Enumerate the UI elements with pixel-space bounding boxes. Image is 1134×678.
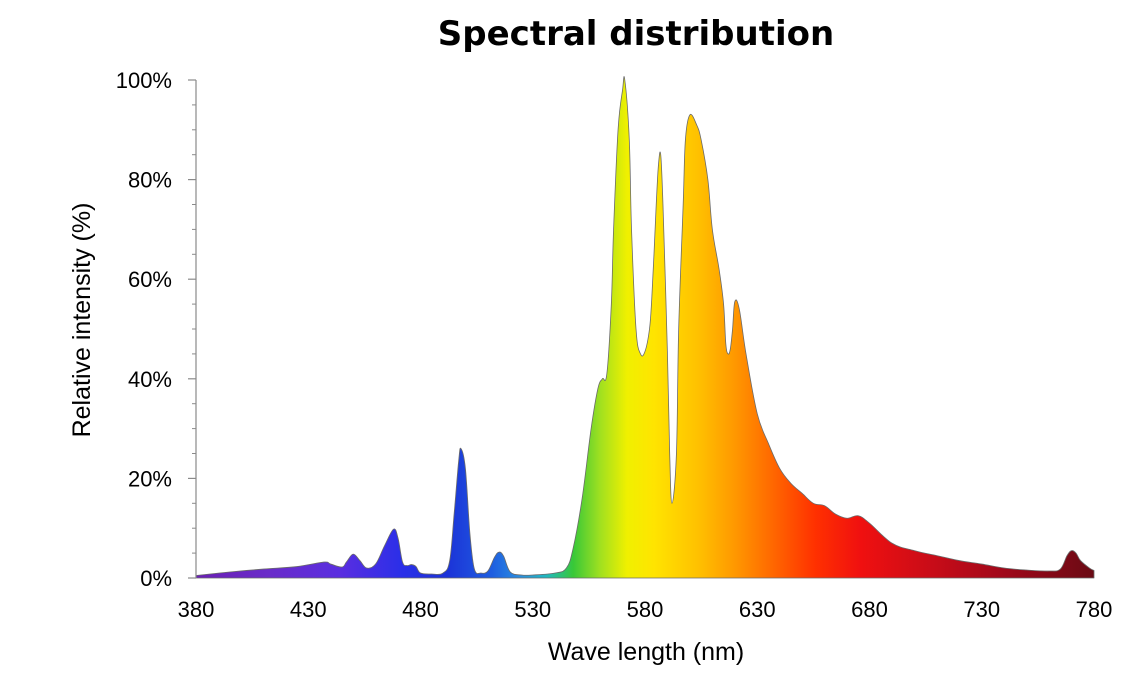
x-axis-ticks: 380 430 480 530 580 630 680 730 780 <box>178 597 1113 622</box>
y-tick-label: 60% <box>128 267 172 292</box>
spectrum-area <box>195 76 1095 579</box>
y-tick-label: 20% <box>128 466 172 491</box>
x-tick-label: 380 <box>178 597 215 622</box>
y-tick-label: 80% <box>128 168 172 193</box>
chart-title: Spectral distribution <box>438 14 834 54</box>
y-tick-label: 40% <box>128 367 172 392</box>
y-axis-ticks: 0% 20% 40% 60% 80% 100% <box>116 68 196 591</box>
x-tick-label: 780 <box>1076 597 1113 622</box>
x-tick-label: 730 <box>963 597 1000 622</box>
y-tick-label: 0% <box>140 566 172 591</box>
x-tick-label: 480 <box>402 597 439 622</box>
y-tick-label: 100% <box>116 68 172 93</box>
x-axis-label: Wave length (nm) <box>548 638 744 666</box>
x-tick-label: 630 <box>739 597 776 622</box>
x-tick-label: 430 <box>290 597 327 622</box>
x-tick-label: 530 <box>514 597 551 622</box>
x-tick-label: 580 <box>627 597 664 622</box>
x-tick-label: 680 <box>851 597 888 622</box>
y-axis-label: Relative intensity (%) <box>68 203 96 438</box>
